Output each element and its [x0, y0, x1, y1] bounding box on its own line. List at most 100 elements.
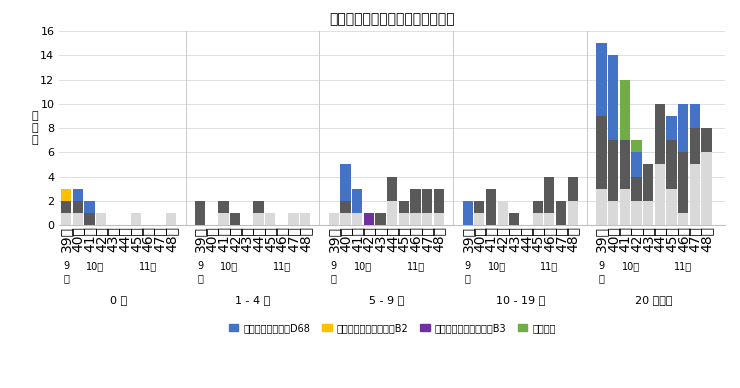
Text: 1 - 4 歳: 1 - 4 歳 [235, 295, 270, 305]
Bar [96, 213, 107, 225]
Title: エンテロウイルスの型別検出状況: エンテロウイルスの型別検出状況 [329, 12, 455, 26]
Text: 11月: 11月 [540, 262, 559, 272]
Bar [619, 80, 630, 140]
Bar [690, 104, 700, 128]
Text: 9
月: 9 月 [599, 262, 605, 283]
Bar [678, 104, 688, 152]
Text: 10月: 10月 [354, 262, 372, 272]
Bar [166, 213, 176, 225]
Bar [678, 152, 688, 213]
Bar [643, 165, 653, 201]
Bar [289, 213, 298, 225]
Bar [497, 201, 508, 225]
Bar [608, 55, 619, 140]
Bar [399, 213, 409, 225]
Bar [596, 116, 607, 189]
Bar [131, 213, 141, 225]
Bar [218, 213, 229, 225]
Bar [61, 189, 71, 201]
Bar [655, 165, 665, 225]
Text: 20 歳以上: 20 歳以上 [635, 295, 673, 305]
Bar [702, 128, 712, 152]
Bar [434, 189, 444, 213]
Bar [608, 201, 619, 225]
Text: 11月: 11月 [674, 262, 692, 272]
Bar [544, 177, 554, 213]
Bar [509, 213, 519, 225]
Legend: エンテロウイルスD68, コクサッキーウイルスB2, コクサッキーウイルスB3, 型別不能: エンテロウイルスD68, コクサッキーウイルスB2, コクサッキーウイルスB3,… [225, 319, 559, 336]
Text: 11月: 11月 [272, 262, 291, 272]
Text: 11月: 11月 [406, 262, 425, 272]
Bar [340, 213, 351, 225]
Bar [655, 104, 665, 165]
Bar [218, 201, 229, 213]
Bar [73, 189, 83, 201]
Bar [608, 140, 619, 201]
Text: 10月: 10月 [622, 262, 640, 272]
Bar [568, 201, 578, 225]
Bar [631, 152, 642, 177]
Text: 0 歳: 0 歳 [110, 295, 127, 305]
Bar [61, 201, 71, 213]
Bar [422, 213, 432, 225]
Text: 10月: 10月 [220, 262, 238, 272]
Text: 10 - 19 歳: 10 - 19 歳 [496, 295, 545, 305]
Bar [352, 189, 363, 213]
Bar [643, 201, 653, 225]
Bar [329, 213, 339, 225]
Bar [533, 213, 543, 225]
Text: 9
月: 9 月 [197, 262, 203, 283]
Bar [84, 213, 95, 225]
Bar [399, 201, 409, 213]
Bar [265, 213, 275, 225]
Bar [667, 140, 676, 189]
Bar [253, 201, 263, 213]
Bar [678, 213, 688, 225]
Y-axis label: 検
出
数: 検 出 数 [31, 111, 38, 145]
Bar [411, 213, 420, 225]
Bar [387, 177, 397, 201]
Text: 5 - 9 歳: 5 - 9 歳 [369, 295, 404, 305]
Text: 9
月: 9 月 [465, 262, 471, 283]
Bar [556, 201, 566, 225]
Text: 10月: 10月 [488, 262, 506, 272]
Bar [434, 213, 444, 225]
Bar [619, 189, 630, 225]
Text: 10月: 10月 [87, 262, 104, 272]
Bar [462, 201, 473, 225]
Bar [568, 177, 578, 201]
Bar [474, 201, 485, 213]
Bar [84, 201, 95, 213]
Bar [340, 201, 351, 213]
Bar [387, 201, 397, 225]
Bar [61, 213, 71, 225]
Bar [690, 165, 700, 225]
Bar [73, 201, 83, 213]
Text: 9
月: 9 月 [63, 262, 70, 283]
Bar [631, 201, 642, 225]
Bar [486, 189, 496, 225]
Bar [702, 152, 712, 225]
Bar [474, 213, 485, 225]
Bar [352, 213, 363, 225]
Bar [667, 189, 676, 225]
Bar [544, 213, 554, 225]
Text: 9
月: 9 月 [331, 262, 337, 283]
Bar [253, 213, 263, 225]
Bar [596, 43, 607, 116]
Bar [667, 116, 676, 140]
Bar [631, 140, 642, 152]
Bar [195, 201, 205, 225]
Bar [631, 177, 642, 201]
Bar [596, 189, 607, 225]
Bar [619, 140, 630, 189]
Bar [73, 213, 83, 225]
Bar [300, 213, 310, 225]
Bar [411, 189, 420, 213]
Bar [375, 213, 386, 225]
Bar [533, 201, 543, 213]
Bar [690, 128, 700, 165]
Bar [364, 213, 374, 225]
Bar [422, 189, 432, 213]
Bar [340, 165, 351, 201]
